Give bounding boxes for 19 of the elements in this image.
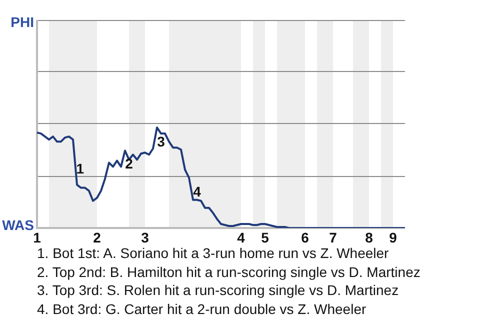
- text: PHI: [10, 14, 34, 30]
- annotation: 2: [125, 156, 134, 172]
- annotation: 4: [193, 184, 202, 200]
- x-tick-label: 2: [93, 229, 102, 246]
- x-tick-label: 7: [329, 229, 338, 246]
- x-tick-label: 6: [301, 229, 310, 246]
- text: 1. Bot 1st: A. Soriano hit a 3-run home run vs Z. Wheeler: [37, 244, 390, 262]
- x-tick-label: 4: [237, 229, 246, 246]
- x-tick-label: 1: [33, 229, 42, 246]
- annotation: 3: [157, 133, 166, 150]
- x-tick-label: 8: [365, 229, 374, 246]
- x-tick-label: 5: [261, 229, 270, 246]
- x-tick-label: 3: [141, 229, 150, 246]
- annotation: 1: [76, 160, 84, 177]
- x-tick-label: 9: [389, 229, 398, 246]
- text: 2. Top 2nd: B. Hamilton hit a run-scoring single vs D. Martinez: [37, 262, 420, 281]
- text: 3. Top 3rd: S. Rolen hit a run-scoring single vs D. Martinez: [37, 281, 400, 300]
- text: 4. Bot 3rd: G. Carter hit a 2-run double vs Z. Wheeler: [37, 300, 368, 318]
- text: WAS: [2, 216, 34, 233]
